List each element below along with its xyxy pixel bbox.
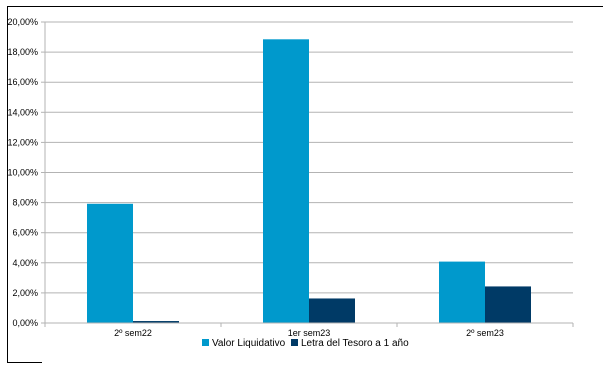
bar-valor-liquidativo-1 (263, 39, 309, 324)
bar-letra-del-tesoro-2 (485, 286, 531, 323)
legend-label-1: Letra del Tesoro a 1 año (301, 338, 409, 349)
legend-label-0: Valor Liquidativo (212, 338, 286, 349)
bar-letra-del-tesoro-1 (309, 298, 355, 323)
legend-swatch-0 (202, 339, 209, 346)
y-tick-label: 2,00% (12, 288, 38, 298)
y-tick-label: 16,00% (8, 77, 38, 87)
chart-frame: 0,00% 2,00% 4,00% 6,00% 8,00% 10,00% 12,00% 14,… (7, 6, 604, 364)
x-axis-tick-labels: 2º sem22 1er sem23 2º sem23 (114, 328, 504, 338)
x-tick-label: 1er sem23 (288, 328, 331, 338)
y-tick-label: 4,00% (12, 258, 38, 268)
x-tick-label: 2º sem22 (114, 328, 152, 338)
legend: Valor Liquidativo Letra del Tesoro a 1 añ… (202, 338, 409, 349)
bar-letra-del-tesoro-0 (133, 321, 179, 323)
bar-chart: 0,00% 2,00% 4,00% 6,00% 8,00% 10,00% 12,00% 14,… (8, 7, 604, 364)
legend-swatch-1 (291, 339, 298, 346)
y-tick-label: 20,00% (8, 17, 38, 27)
bars (87, 39, 531, 324)
y-tick-label: 0,00% (12, 318, 38, 328)
y-tick-label: 18,00% (8, 47, 38, 57)
y-tick-label: 6,00% (12, 228, 38, 238)
bar-valor-liquidativo-0 (87, 203, 133, 323)
y-tick-label: 8,00% (12, 198, 38, 208)
y-tick-label: 10,00% (8, 168, 38, 178)
y-tick-label: 14,00% (8, 107, 38, 117)
y-axis-tick-labels: 0,00% 2,00% 4,00% 6,00% 8,00% 10,00% 12,00% 14,… (8, 17, 38, 328)
bar-valor-liquidativo-2 (439, 261, 485, 323)
x-tick-label: 2º sem23 (466, 328, 504, 338)
axes (44, 22, 574, 327)
y-tick-label: 12,00% (8, 137, 38, 147)
